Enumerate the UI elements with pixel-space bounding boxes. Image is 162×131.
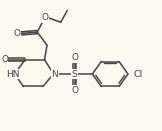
Text: N: N: [51, 70, 58, 78]
Text: O: O: [1, 55, 8, 64]
Text: S: S: [72, 70, 77, 78]
Text: O: O: [71, 53, 78, 62]
Text: O: O: [41, 13, 49, 22]
Text: O: O: [71, 86, 78, 95]
Text: Cl: Cl: [134, 70, 143, 78]
Text: O: O: [14, 29, 21, 38]
Text: HN: HN: [6, 70, 20, 78]
